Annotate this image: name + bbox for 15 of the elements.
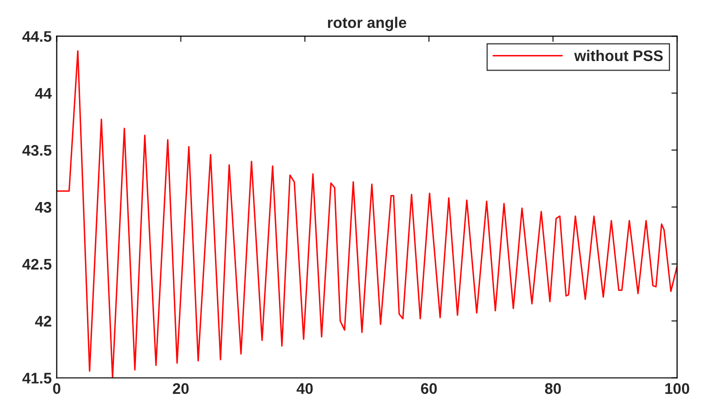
y-tick-label: 43.5	[22, 144, 52, 156]
x-tick-label: 0	[53, 383, 60, 394]
y-tick-label: 43	[35, 202, 52, 213]
chart-title: rotor angle	[328, 16, 406, 32]
y-tick-label: 41.5	[22, 372, 52, 384]
x-tick-label: 100	[665, 383, 690, 394]
y-tick-label: 44	[35, 88, 52, 99]
x-tick-label: 40	[296, 383, 313, 394]
legend-label: without PSS	[574, 50, 663, 62]
x-tick-label: 60	[421, 383, 437, 394]
y-tick-label: 44.5	[22, 31, 52, 42]
y-tick-label: 42	[35, 316, 52, 326]
y-tick-label: 42.5	[22, 258, 52, 270]
x-tick-label: 80	[545, 383, 561, 394]
x-tick-label: 20	[172, 383, 189, 394]
